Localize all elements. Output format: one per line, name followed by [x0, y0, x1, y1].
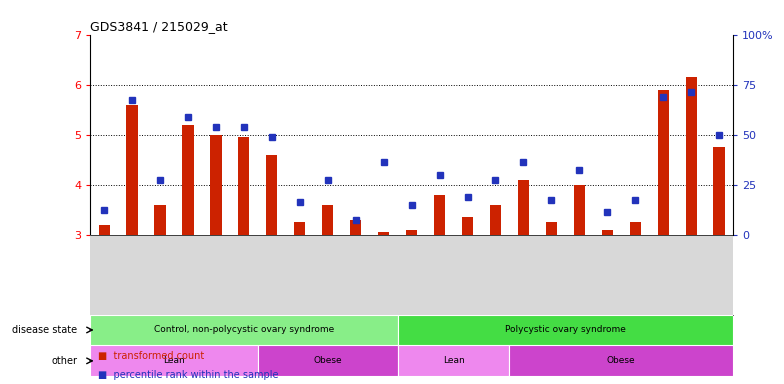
Text: Lean: Lean [443, 356, 464, 365]
Text: ■  transformed count: ■ transformed count [98, 351, 205, 361]
Text: Obese: Obese [314, 356, 342, 365]
Text: Polycystic ovary syndrome: Polycystic ovary syndrome [505, 326, 626, 334]
Bar [397, 346, 510, 376]
Text: Obese: Obese [607, 356, 636, 365]
Bar [183, 124, 194, 235]
Bar [685, 77, 697, 235]
Bar [601, 230, 613, 235]
Bar [546, 222, 557, 235]
Text: Control, non-polycystic ovary syndrome: Control, non-polycystic ovary syndrome [154, 326, 334, 334]
Bar [267, 154, 278, 235]
Bar [294, 222, 306, 235]
Bar [490, 205, 501, 235]
Text: other: other [51, 356, 78, 366]
Bar [378, 232, 389, 235]
Bar [713, 147, 724, 235]
Bar [258, 346, 397, 376]
Bar [510, 346, 733, 376]
Bar [462, 217, 473, 235]
Bar [574, 185, 585, 235]
Bar [126, 104, 138, 235]
Text: GDS3841 / 215029_at: GDS3841 / 215029_at [90, 20, 228, 33]
Bar [99, 225, 110, 235]
Bar [658, 89, 669, 235]
Bar [322, 205, 333, 235]
Bar [238, 137, 249, 235]
Bar [90, 346, 258, 376]
Bar [517, 180, 529, 235]
Text: disease state: disease state [13, 325, 78, 335]
Bar [90, 314, 397, 346]
Text: ■  percentile rank within the sample: ■ percentile rank within the sample [98, 370, 278, 380]
Bar [350, 220, 361, 235]
Bar [154, 205, 165, 235]
Bar [397, 314, 733, 346]
Bar [210, 134, 222, 235]
Bar [630, 222, 641, 235]
Bar [406, 230, 417, 235]
Text: Lean: Lean [163, 356, 185, 365]
Bar [434, 195, 445, 235]
